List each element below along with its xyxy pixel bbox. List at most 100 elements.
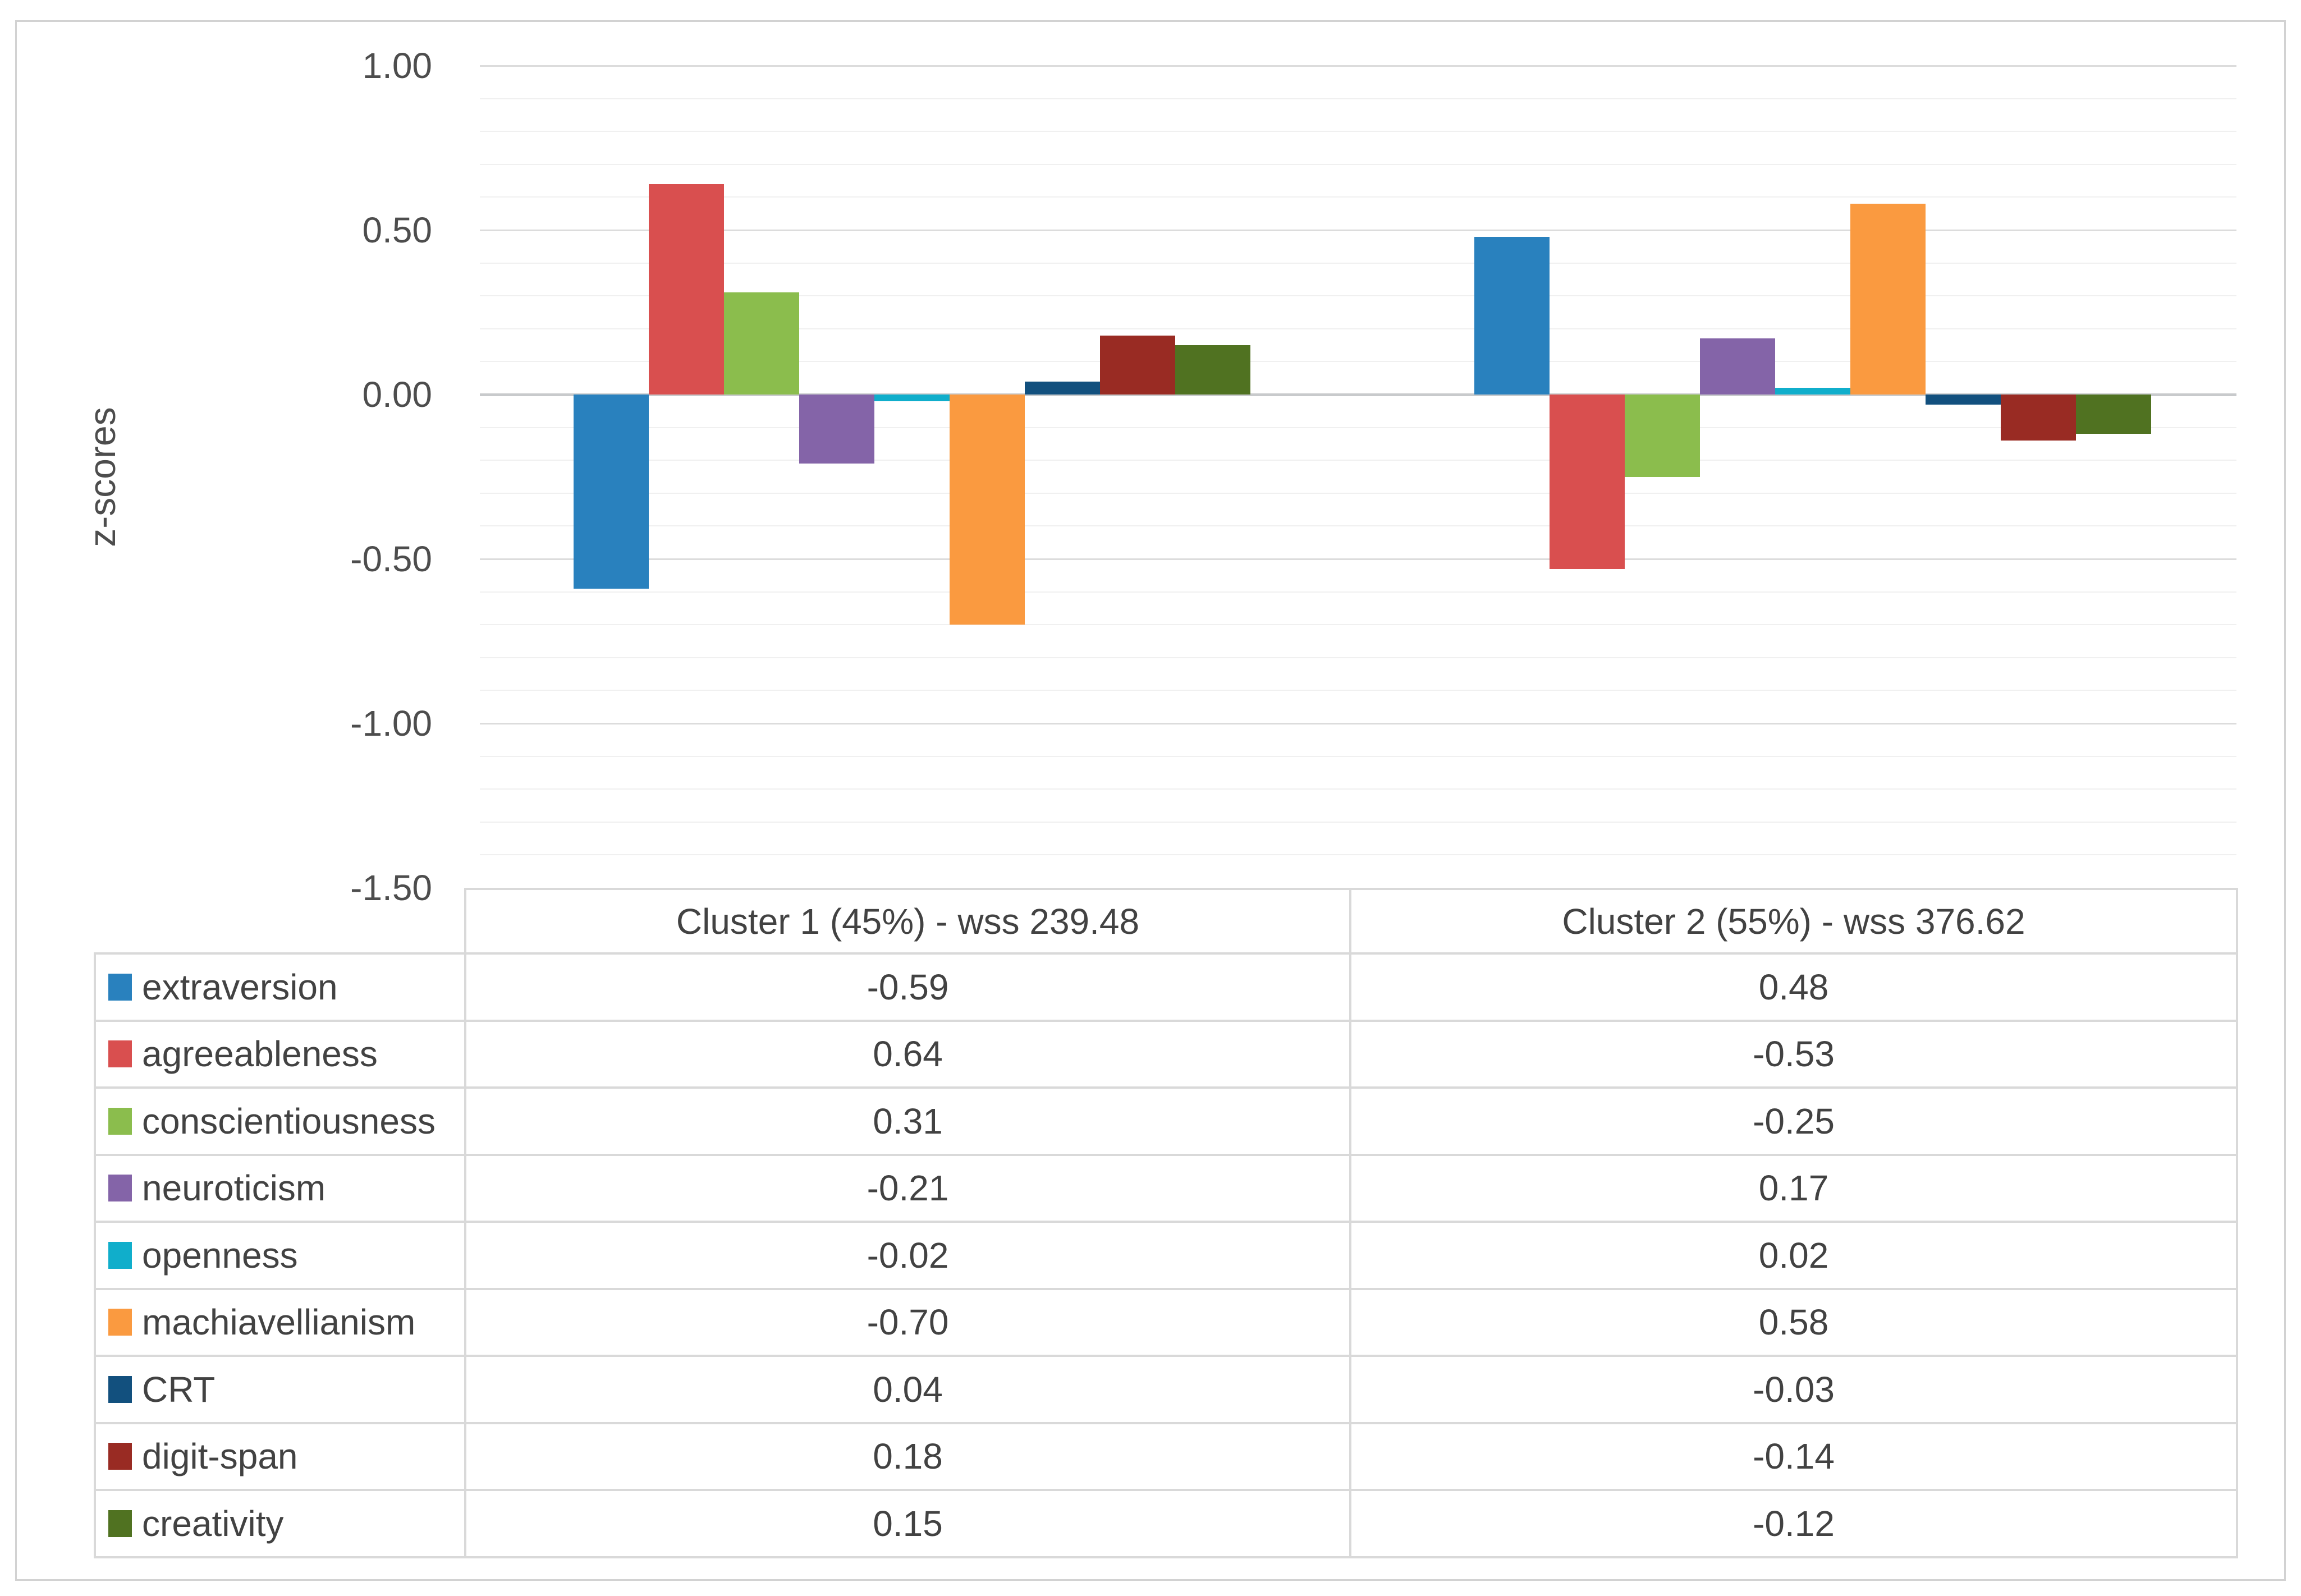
bar-openness-cluster-2 xyxy=(1775,388,1850,395)
series-label: conscientiousness xyxy=(142,1100,436,1141)
gridline--0.3 xyxy=(480,493,2236,494)
table-row: CRT 0.04 -0.03 xyxy=(94,1355,2238,1424)
value-cell-creativity-cluster-1: 0.15 xyxy=(464,1489,1351,1558)
bar-machiavellianism-cluster-2 xyxy=(1850,204,1926,395)
series-label: creativity xyxy=(142,1503,284,1544)
table-col-header-cluster-1: Cluster 1 (45%) - wss 239.48 xyxy=(464,888,1351,955)
legend-key-digit-span xyxy=(108,1443,132,1470)
y-tick-1.00: 1.00 xyxy=(362,45,432,86)
bar-extraversion-cluster-1 xyxy=(574,395,649,589)
table-row: creativity 0.15 -0.12 xyxy=(94,1489,2238,1558)
gridline-0.7 xyxy=(480,164,2236,165)
gridline--0.9 xyxy=(480,690,2236,691)
bar-extraversion-cluster-2 xyxy=(1474,237,1550,395)
value-cell-conscientiousness-cluster-1: 0.31 xyxy=(464,1086,1351,1156)
value-cell-openness-cluster-2: 0.02 xyxy=(1349,1221,2238,1290)
series-label: neuroticism xyxy=(142,1168,326,1209)
value-cell-openness-cluster-1: -0.02 xyxy=(464,1221,1351,1290)
value-cell-machiavellianism-cluster-2: 0.58 xyxy=(1349,1287,2238,1357)
legend-key-conscientiousness xyxy=(108,1107,132,1135)
legend-label-cell: openness xyxy=(94,1221,466,1290)
bar-agreeableness-cluster-1 xyxy=(649,184,724,395)
table-row: machiavellianism -0.70 0.58 xyxy=(94,1287,2238,1357)
gridline-0.8 xyxy=(480,131,2236,132)
bar-machiavellianism-cluster-1 xyxy=(950,395,1025,625)
gridline-1.0 xyxy=(480,65,2236,67)
value-cell-digit-span-cluster-1: 0.18 xyxy=(464,1421,1351,1491)
data-table: Cluster 1 (45%) - wss 239.48 Cluster 2 (5… xyxy=(94,888,2238,1558)
value-cell-neuroticism-cluster-2: 0.17 xyxy=(1349,1153,2238,1223)
value-cell-digit-span-cluster-2: -0.14 xyxy=(1349,1421,2238,1491)
legend-label-cell: extraversion xyxy=(94,952,466,1022)
value-cell-CRT-cluster-2: -0.03 xyxy=(1349,1355,2238,1424)
gridline-0.3 xyxy=(480,295,2236,296)
legend-key-CRT xyxy=(108,1375,132,1403)
y-tick-0.00: 0.00 xyxy=(362,374,432,415)
gridline-0.1 xyxy=(480,361,2236,362)
bar-CRT-cluster-2 xyxy=(1926,395,2001,405)
legend-label-cell: CRT xyxy=(94,1355,466,1424)
bar-creativity-cluster-2 xyxy=(2076,395,2151,434)
legend-label-cell: digit-span xyxy=(94,1421,466,1491)
bar-CRT-cluster-1 xyxy=(1025,382,1100,395)
table-col-header-cluster-2: Cluster 2 (55%) - wss 376.62 xyxy=(1349,888,2238,955)
series-label: machiavellianism xyxy=(142,1302,416,1343)
y-tick--0.50: -0.50 xyxy=(350,539,432,579)
value-cell-agreeableness-cluster-1: 0.64 xyxy=(464,1019,1351,1089)
series-label: digit-span xyxy=(142,1436,298,1477)
value-cell-agreeableness-cluster-2: -0.53 xyxy=(1349,1019,2238,1089)
table-row: digit-span 0.18 -0.14 xyxy=(94,1421,2238,1491)
legend-key-machiavellianism xyxy=(108,1309,132,1336)
table-row: extraversion -0.59 0.48 xyxy=(94,952,2238,1022)
bar-conscientiousness-cluster-1 xyxy=(724,292,799,395)
value-cell-extraversion-cluster-1: -0.59 xyxy=(464,952,1351,1022)
table-row: neuroticism -0.21 0.17 xyxy=(94,1153,2238,1223)
gridline--0.4 xyxy=(480,525,2236,526)
gridline--1.2 xyxy=(480,788,2236,790)
gridline--0.5 xyxy=(480,558,2236,560)
gridline-0.5 xyxy=(480,230,2236,231)
legend-key-extraversion xyxy=(108,973,132,1001)
bar-agreeableness-cluster-2 xyxy=(1550,395,1625,569)
gridline--0.7 xyxy=(480,624,2236,625)
series-label: openness xyxy=(142,1235,298,1276)
legend-label-cell: creativity xyxy=(94,1489,466,1558)
legend-label-cell: agreeableness xyxy=(94,1019,466,1089)
y-axis-title: z-scores xyxy=(81,407,123,547)
value-cell-neuroticism-cluster-1: -0.21 xyxy=(464,1153,1351,1223)
gridline--0.8 xyxy=(480,657,2236,658)
y-tick--1.50: -1.50 xyxy=(350,868,432,908)
gridline-0.6 xyxy=(480,196,2236,198)
gridline--0.6 xyxy=(480,591,2236,593)
bar-neuroticism-cluster-1 xyxy=(799,395,874,464)
series-label: extraversion xyxy=(142,966,338,1007)
series-label: CRT xyxy=(142,1369,216,1410)
bar-creativity-cluster-1 xyxy=(1175,345,1250,395)
value-cell-conscientiousness-cluster-2: -0.25 xyxy=(1349,1086,2238,1156)
gridline-0.2 xyxy=(480,328,2236,329)
table-row: agreeableness 0.64 -0.53 xyxy=(94,1019,2238,1089)
bar-digit-span-cluster-1 xyxy=(1100,336,1175,395)
series-label: agreeableness xyxy=(142,1034,378,1075)
y-tick--1.00: -1.00 xyxy=(350,703,432,744)
legend-key-creativity xyxy=(108,1510,132,1537)
gridline--0.1 xyxy=(480,427,2236,428)
gridline--1.4 xyxy=(480,854,2236,855)
legend-key-neuroticism xyxy=(108,1175,132,1202)
legend-label-cell: machiavellianism xyxy=(94,1287,466,1357)
legend-label-cell: neuroticism xyxy=(94,1153,466,1223)
gridline-0.4 xyxy=(480,263,2236,264)
gridline--1.1 xyxy=(480,756,2236,757)
bar-conscientiousness-cluster-2 xyxy=(1625,395,1700,477)
bar-digit-span-cluster-2 xyxy=(2001,395,2076,441)
gridline-0.9 xyxy=(480,98,2236,99)
legend-label-cell: conscientiousness xyxy=(94,1086,466,1156)
bar-neuroticism-cluster-2 xyxy=(1700,338,1775,395)
y-tick-0.50: 0.50 xyxy=(362,210,432,250)
table-row: openness -0.02 0.02 xyxy=(94,1221,2238,1290)
x-axis-zero-line xyxy=(480,393,2236,396)
bar-openness-cluster-1 xyxy=(874,395,950,401)
value-cell-CRT-cluster-1: 0.04 xyxy=(464,1355,1351,1424)
legend-key-openness xyxy=(108,1241,132,1269)
